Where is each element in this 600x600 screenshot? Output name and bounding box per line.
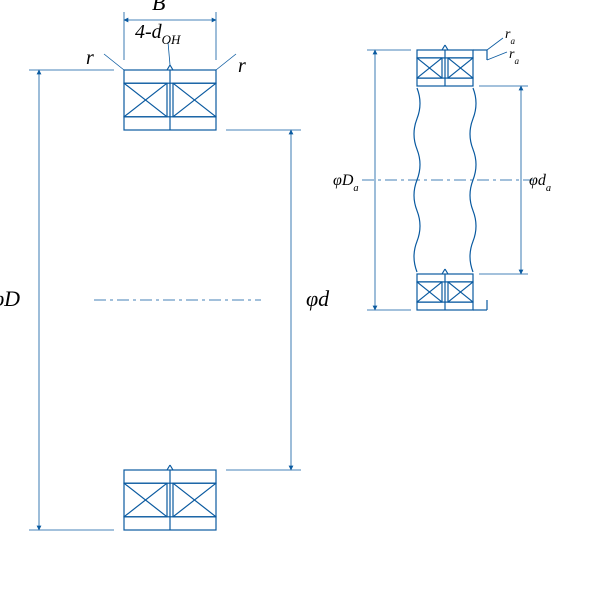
svg-text:r: r: [238, 55, 246, 77]
label-oil-holes: 4-dOH: [135, 21, 181, 47]
svg-text:φD: φD: [0, 286, 20, 311]
svg-text:ra: ra: [509, 47, 519, 66]
svg-text:ra: ra: [505, 27, 515, 46]
svg-text:r: r: [86, 47, 94, 69]
svg-text:φda: φda: [529, 172, 551, 194]
svg-text:φDa: φDa: [333, 172, 359, 194]
label-width: B: [152, 0, 165, 15]
svg-text:φd: φd: [306, 286, 330, 311]
